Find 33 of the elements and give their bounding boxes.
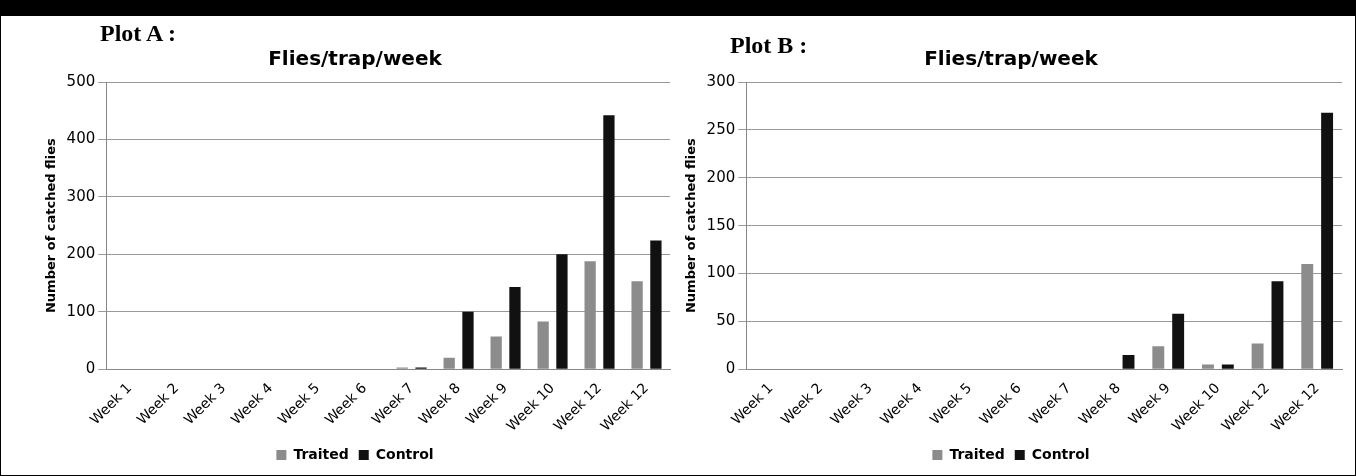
legend-label: Control [1031, 445, 1090, 462]
bar [650, 240, 662, 369]
y-tick-label: 400 [66, 129, 96, 148]
chart-title: Flies/trap/week [268, 46, 443, 71]
y-tick-label: 100 [66, 301, 96, 320]
y-tick-label: 250 [706, 119, 736, 138]
y-tick-label: 150 [706, 215, 736, 234]
y-axis-title: Number of catched flies [43, 137, 59, 314]
chart-title: Flies/trap/week [924, 46, 1099, 71]
text: Plot A : [100, 20, 176, 47]
y-tick-label: 300 [66, 186, 96, 205]
y-tick-label: 100 [706, 263, 736, 282]
y-axis-title: Number of catched flies [683, 137, 699, 314]
legend-label: Control [375, 445, 434, 462]
bar [1271, 281, 1284, 369]
y-tick-label: 500 [66, 71, 96, 90]
bar [462, 311, 474, 369]
y-tick-label: 0 [85, 359, 96, 378]
bar [1221, 364, 1234, 369]
y-tick-label: 200 [706, 167, 736, 186]
bar [1172, 313, 1185, 369]
y-tick-label: 300 [706, 71, 736, 90]
y-tick-label: 200 [66, 244, 96, 263]
legend-label: Traited [949, 445, 1005, 462]
text: Plot B : [730, 32, 808, 59]
y-tick-label: 0 [725, 359, 736, 378]
legend-label: Traited [293, 445, 349, 462]
bar [509, 287, 521, 369]
y-tick-label: 50 [716, 311, 736, 330]
bar [603, 115, 615, 369]
bar [556, 254, 568, 369]
bar [1321, 112, 1334, 369]
bar [1122, 354, 1135, 369]
